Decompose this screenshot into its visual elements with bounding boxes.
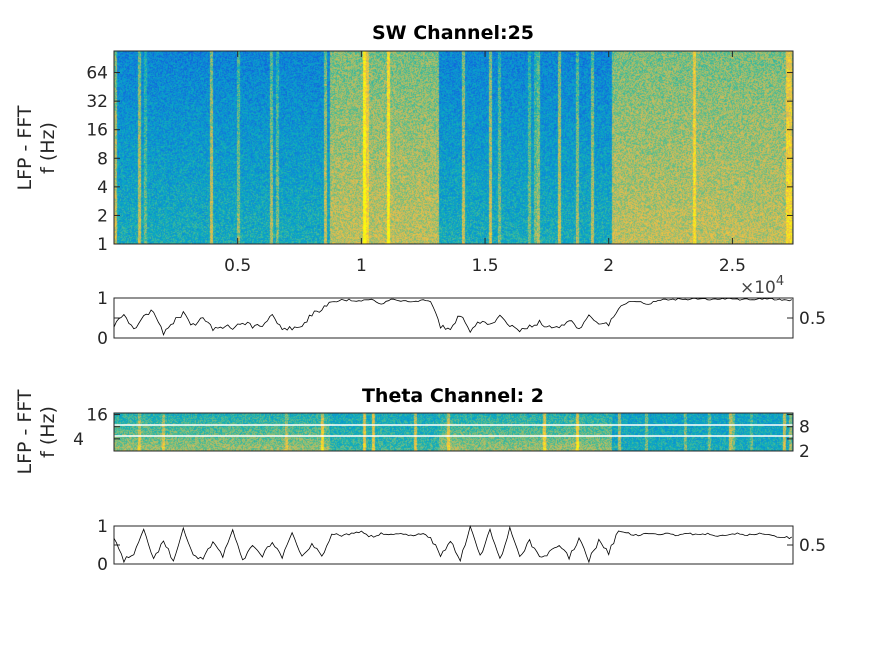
ytick-label: 1: [97, 235, 108, 255]
ylabel-line1: LFP - FFT: [14, 389, 36, 474]
ytick-label: 0: [97, 329, 108, 349]
ytick-label: 32: [86, 92, 108, 112]
ytick-label: 1: [97, 289, 108, 309]
axes-box-1: [113, 297, 794, 339]
sw-ylabel: LFP - FFT f (Hz): [14, 105, 59, 190]
theta-spectrogram: [114, 413, 793, 451]
sw-spectrogram: [114, 51, 793, 244]
xtick-label: 2: [603, 256, 614, 276]
axes-box-0: [113, 50, 794, 245]
ytick-label: 1: [97, 517, 108, 537]
axes-box-2: [113, 412, 794, 452]
ylabel-line1: LFP - FFT: [14, 105, 36, 190]
series-line: [113, 525, 793, 564]
ytick-label: 2: [799, 442, 810, 462]
ytick-label: 16: [86, 121, 108, 141]
ytick-label: 16: [86, 406, 108, 426]
theta-title: Theta Channel: 2: [362, 385, 544, 407]
ytick-label: 0.5: [799, 536, 826, 556]
x-exponent: ×104: [740, 274, 784, 298]
xtick-label: 1: [356, 256, 367, 276]
ytick-label: 64: [86, 64, 108, 84]
ylabel-line2: f (Hz): [37, 406, 59, 458]
ytick-label: 4: [73, 430, 84, 450]
sw-title: SW Channel:25: [372, 22, 534, 44]
ytick-label: 4: [97, 178, 108, 198]
theta-ylabel: LFP - FFT f (Hz): [14, 389, 59, 474]
xtick-label: 2.5: [719, 256, 746, 276]
ylabel-line2: f (Hz): [37, 122, 59, 174]
ytick-label: 8: [97, 149, 108, 169]
xtick-label: 1.5: [472, 256, 499, 276]
ytick-label: 0.5: [799, 309, 826, 329]
xtick-label: 0.5: [224, 256, 251, 276]
series-line: [113, 297, 792, 337]
ytick-label: 8: [799, 418, 810, 438]
ytick-label: 2: [97, 206, 108, 226]
ytick-label: 0: [97, 555, 108, 575]
